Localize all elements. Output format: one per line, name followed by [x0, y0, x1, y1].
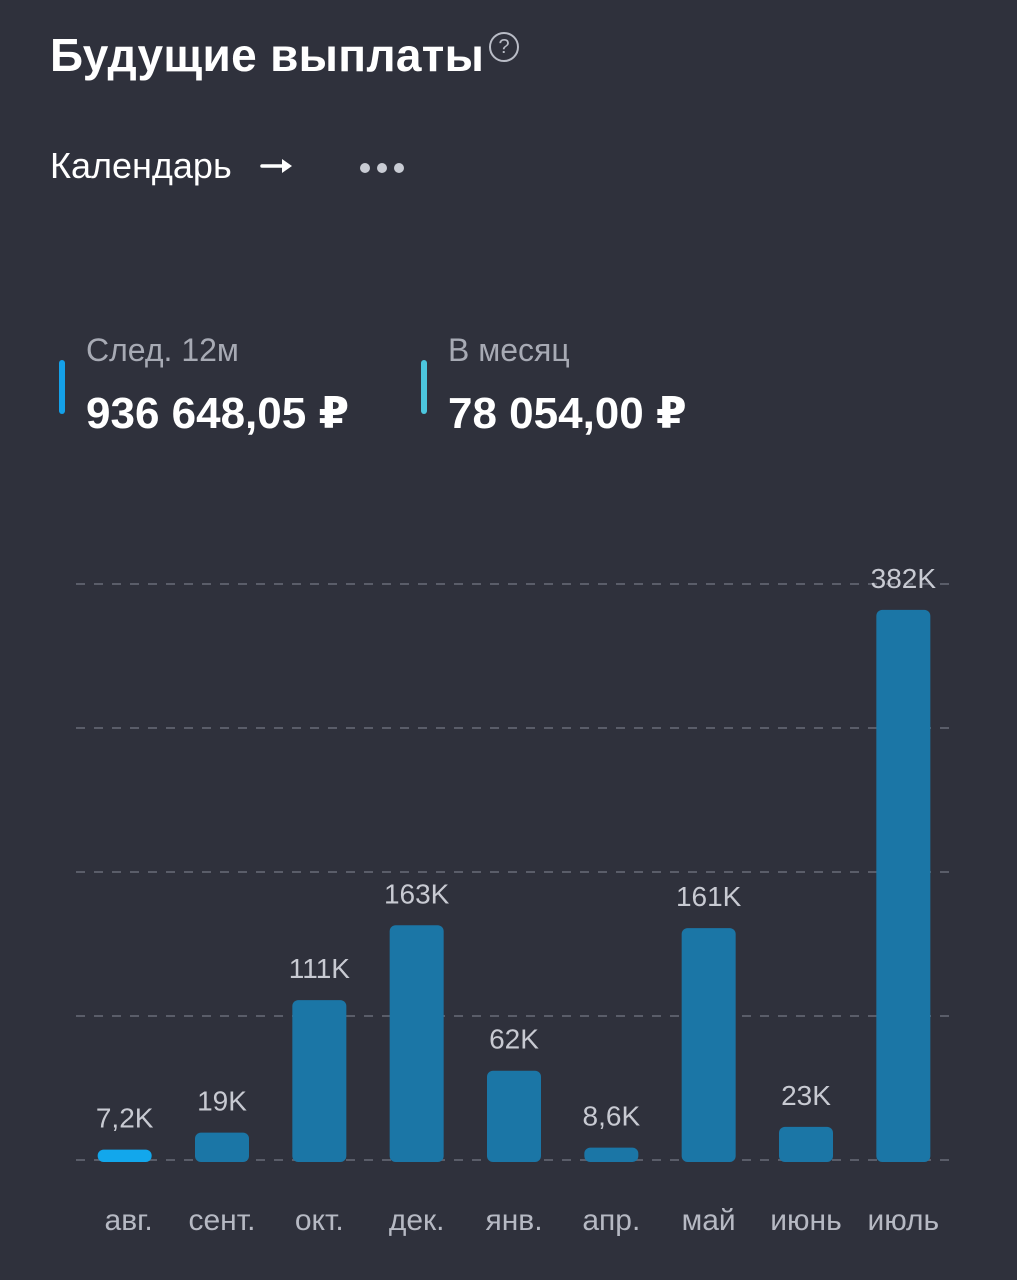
x-tick-label: янв. — [485, 1204, 542, 1237]
bar-9 — [876, 609, 931, 1162]
bar-2 — [195, 1132, 249, 1162]
stat-next-12m-value: 936 648,05 ₽ — [86, 389, 350, 438]
x-tick-label: июнь — [770, 1204, 841, 1237]
bar-5 — [487, 1070, 541, 1162]
bar-value-label: 7,2K — [96, 1103, 154, 1134]
bar-4 — [389, 925, 444, 1162]
x-tick-label: май — [682, 1204, 736, 1237]
bar-6 — [584, 1147, 639, 1162]
page-title: Будущие выплаты — [50, 29, 485, 81]
bar-value-label: 19K — [197, 1086, 247, 1117]
bar-value-label: 161K — [676, 881, 742, 912]
bar-3 — [292, 1000, 347, 1162]
stat-next-12m-label: След. 12м — [86, 332, 239, 368]
arrow-right-icon — [259, 159, 292, 173]
bar-value-label: 23K — [781, 1080, 831, 1111]
stat-next-12m-indicator — [59, 360, 65, 414]
question-circle-icon[interactable]: ? — [489, 32, 519, 62]
bar-1 — [97, 1149, 152, 1162]
more-horizontal-icon[interactable] — [356, 155, 408, 181]
bar-7 — [681, 928, 736, 1162]
x-tick-label: окт. — [295, 1204, 344, 1237]
x-tick-label: дек. — [389, 1204, 445, 1237]
x-tick-label: сент. — [188, 1204, 255, 1237]
x-tick-label: апр. — [582, 1204, 640, 1237]
calendar-label: Календарь — [50, 145, 232, 186]
bar-value-label: 62K — [489, 1024, 539, 1055]
bar-value-label: 111K — [289, 953, 351, 984]
x-tick-label: авг. — [105, 1204, 153, 1237]
x-tick-label: июль — [867, 1204, 939, 1237]
bar-value-label: 382K — [871, 563, 937, 594]
bar-value-label: 8,6K — [583, 1101, 641, 1132]
calendar-link[interactable]: Календарь — [50, 145, 294, 187]
stat-per-month-label: В месяц — [448, 332, 570, 368]
bar-value-label: 163K — [384, 878, 450, 909]
bar-8 — [779, 1126, 833, 1162]
payouts-bar-chart: 7,2K авг. 19K сент. 111K окт. 163K дек. 62K янв. 8… — [76, 563, 952, 1237]
stat-per-month-indicator — [421, 360, 427, 414]
stat-per-month-value: 78 054,00 ₽ — [448, 389, 687, 438]
